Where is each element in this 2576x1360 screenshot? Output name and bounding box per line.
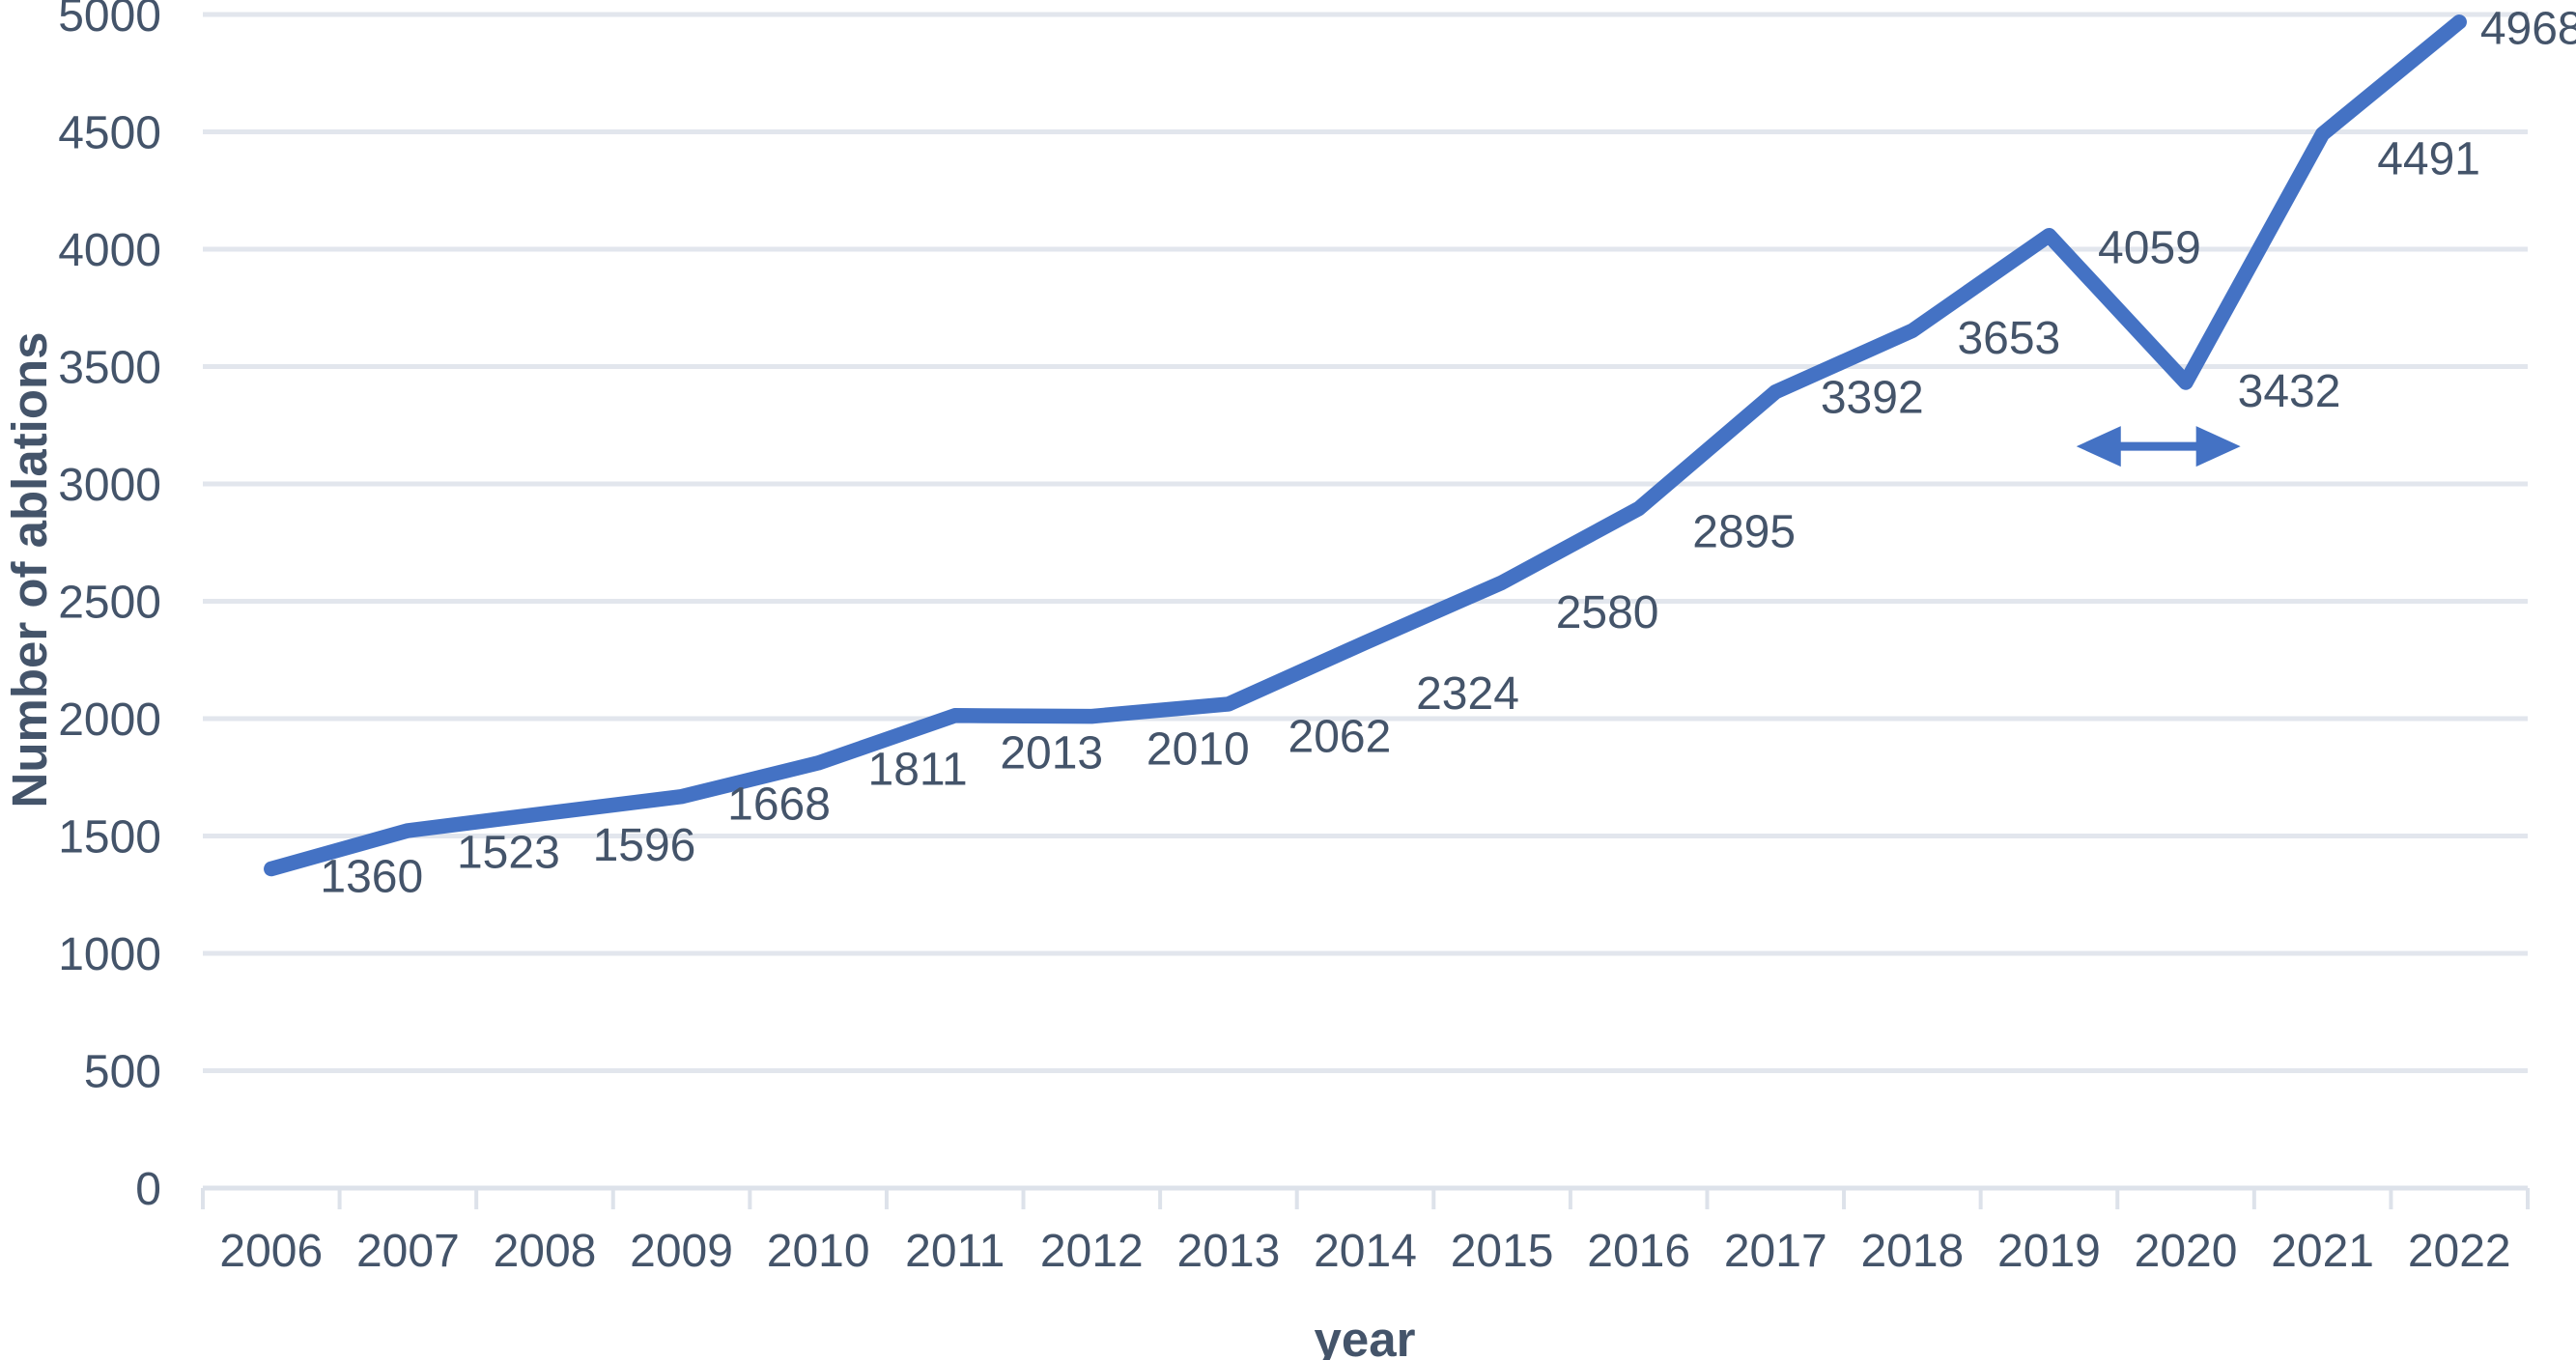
data-label-2008: 1596 — [593, 820, 696, 871]
y-tick-label-2000: 2000 — [58, 694, 161, 746]
data-label-2020: 3432 — [2238, 366, 2341, 417]
data-label-2014: 2324 — [1416, 668, 1519, 720]
x-axis-layer — [201, 1188, 2530, 1209]
data-labels-layer: 1360 1523 1596 1668 1811 2013 2010 2062 2324 2580… — [320, 4, 2576, 903]
data-label-2011: 2013 — [1000, 728, 1103, 779]
y-tick-label-1500: 1500 — [58, 811, 161, 863]
x-tick-label-2022: 2022 — [2408, 1226, 2511, 1277]
x-tick-label-2008: 2008 — [494, 1226, 597, 1277]
double-arrow-annotation — [2076, 426, 2241, 468]
gridlines-layer — [203, 12, 2528, 1191]
data-label-2010: 1811 — [868, 745, 968, 796]
y-tick-label-4500: 4500 — [58, 107, 161, 158]
data-label-2015: 2580 — [1556, 587, 1659, 638]
x-tick-label-2009: 2009 — [630, 1226, 733, 1277]
y-axis-title: Number of ablations — [2, 331, 57, 808]
x-tick-label-2006: 2006 — [219, 1226, 323, 1277]
series-layer — [264, 14, 2467, 877]
series-line-number-of-ablations — [264, 14, 2467, 877]
y-tick-label-5000: 5000 — [58, 0, 161, 42]
x-tick-label-2020: 2020 — [2135, 1226, 2238, 1277]
y-tick-label-1000: 1000 — [58, 929, 161, 980]
arrow-annotation-layer — [2076, 426, 2241, 468]
x-tick-label-2013: 2013 — [1177, 1226, 1281, 1277]
x-tick-label-2010: 2010 — [767, 1226, 870, 1277]
y-tick-label-2500: 2500 — [58, 577, 161, 628]
x-tick-label-2019: 2019 — [1997, 1226, 2101, 1277]
y-tick-label-4000: 4000 — [58, 225, 161, 276]
arrow-head-right — [2195, 426, 2241, 468]
x-axis-title: year — [1315, 1312, 1416, 1360]
data-label-2019: 4059 — [2098, 222, 2201, 273]
data-label-2007: 1523 — [457, 828, 560, 879]
data-label-2012: 2010 — [1146, 723, 1250, 775]
x-axis-tick-labels: 2006 2007 2008 2009 2010 2011 2012 2013 2014 2015… — [219, 1226, 2510, 1277]
data-label-2018: 3653 — [1957, 313, 2060, 364]
data-label-2006: 1360 — [320, 851, 423, 902]
x-tick-label-2016: 2016 — [1587, 1226, 1690, 1277]
x-tick-label-2014: 2014 — [1314, 1226, 1417, 1277]
x-tick-label-2018: 2018 — [1860, 1226, 1964, 1277]
x-tick-label-2012: 2012 — [1040, 1226, 1144, 1277]
data-label-2013: 2062 — [1288, 712, 1392, 763]
y-tick-label-500: 500 — [84, 1046, 161, 1097]
x-tick-label-2017: 2017 — [1724, 1226, 1827, 1277]
data-label-2016: 2895 — [1692, 506, 1796, 557]
arrow-head-left — [2076, 426, 2121, 468]
x-tick-label-2007: 2007 — [356, 1226, 460, 1277]
y-tick-label-3000: 3000 — [58, 460, 161, 511]
x-tick-label-2021: 2021 — [2271, 1226, 2374, 1277]
data-label-2021: 4491 — [2377, 133, 2480, 184]
x-tick-label-2015: 2015 — [1451, 1226, 1554, 1277]
data-label-2022: 4968 — [2480, 4, 2576, 55]
data-label-2017: 3392 — [1821, 373, 1924, 424]
y-tick-label-0: 0 — [135, 1164, 161, 1215]
x-tick-label-2011: 2011 — [905, 1226, 1005, 1277]
data-label-2009: 1668 — [727, 779, 831, 830]
y-axis-tick-labels: 0 500 1000 1500 2000 2500 3000 3500 4000 4500 5000 — [58, 0, 161, 1215]
y-tick-label-3500: 3500 — [58, 342, 161, 393]
